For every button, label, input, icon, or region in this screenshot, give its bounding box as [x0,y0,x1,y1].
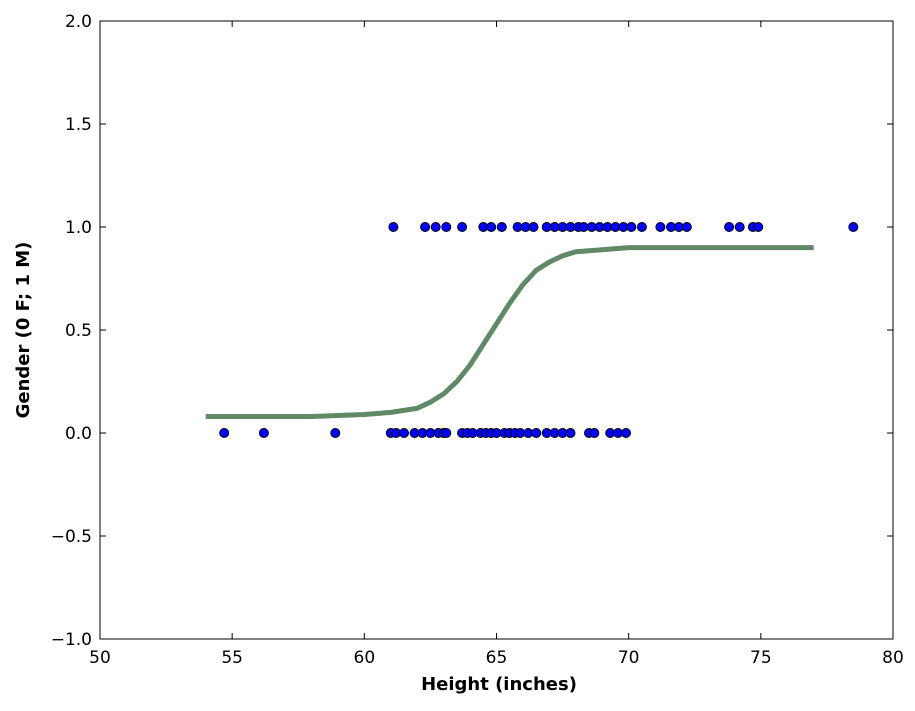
data-point [636,222,647,232]
data-point [441,222,452,232]
x-tick-label: 65 [486,648,508,668]
data-point [330,428,341,438]
data-point [430,222,441,232]
y-tick-label: 1.5 [65,115,92,135]
data-point [496,222,507,232]
data-point [399,428,409,438]
y-tick-label: 2.0 [65,12,92,32]
data-point [626,222,637,232]
tick-marks-layer [99,20,894,640]
x-tick-label: 80 [882,648,904,668]
data-point [388,222,399,232]
data-point [621,428,631,438]
x-tick-label: 55 [221,648,243,668]
plot-area [100,21,893,639]
data-point [724,222,735,232]
data-point [848,222,859,232]
fitted-curve-layer [205,245,814,419]
data-point [565,428,576,438]
data-point [219,428,230,438]
data-point [734,222,745,232]
fitted-logistic-curve [205,245,814,419]
y-tick-label: −1.0 [51,630,92,650]
x-tick-labels: 50 55 60 65 70 75 80 [89,648,904,668]
data-point [531,428,542,438]
y-axis-label: Gender (0 F; 1 M) [13,242,34,419]
y-tick-label: 0.5 [65,321,92,341]
y-tick-label: −0.5 [51,527,92,547]
x-tick-label: 70 [618,648,640,668]
x-axis-label: Height (inches) [421,674,577,695]
data-point [258,428,269,438]
x-tick-label: 60 [354,648,376,668]
y-tick-label: 0.0 [65,424,92,444]
y-tick-label: 1.0 [65,218,92,238]
x-tick-label: 75 [750,648,772,668]
data-point [441,428,452,438]
data-points-layer [219,222,859,438]
data-point [655,222,666,232]
data-point [753,222,764,232]
data-point [457,222,468,232]
data-point [528,222,539,232]
data-point [589,428,600,438]
data-point [420,222,431,232]
data-point [681,222,692,232]
data-point [486,222,497,232]
y-tick-labels: −1.0 −0.5 0.0 0.5 1.0 1.5 2.0 [51,12,92,650]
x-tick-label: 50 [89,648,111,668]
